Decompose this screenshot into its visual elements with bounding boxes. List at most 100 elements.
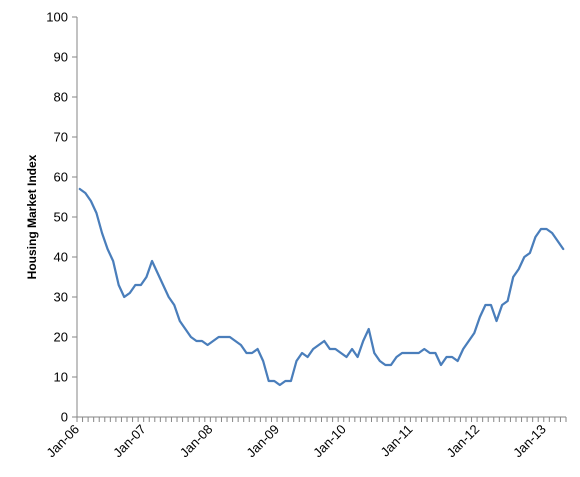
data-point — [229, 336, 231, 338]
data-point — [340, 352, 342, 354]
data-point — [195, 340, 197, 342]
data-point — [523, 256, 525, 258]
data-point — [90, 200, 92, 202]
data-point — [168, 296, 170, 298]
data-point — [457, 360, 459, 362]
y-tick-label: 40 — [54, 250, 68, 265]
plot-area — [78, 187, 565, 387]
data-point — [301, 352, 303, 354]
data-point — [123, 296, 125, 298]
data-point — [562, 248, 564, 250]
x-tick-label: Jan-11 — [377, 422, 415, 460]
data-point — [151, 260, 153, 262]
data-point — [357, 356, 359, 358]
data-point — [551, 232, 553, 234]
data-point — [496, 320, 498, 322]
data-point — [429, 352, 431, 354]
data-point — [479, 316, 481, 318]
data-point — [251, 352, 253, 354]
data-point — [318, 344, 320, 346]
data-point — [390, 364, 392, 366]
data-point — [190, 336, 192, 338]
x-axis: Jan-06 Jan-07 Jan-08 Jan-09 Jan-10 Jan-11 Jan-… — [43, 416, 567, 461]
data-point — [162, 284, 164, 286]
y-axis-title: Housing Market Index — [25, 154, 39, 279]
y-tick-label: 10 — [54, 370, 68, 385]
data-point — [95, 212, 97, 214]
data-point — [140, 284, 142, 286]
x-tick-label: Jan-09 — [243, 422, 282, 461]
data-point — [462, 348, 464, 350]
data-point — [434, 352, 436, 354]
data-point — [290, 380, 292, 382]
data-point — [440, 364, 442, 366]
data-point — [512, 276, 514, 278]
x-tick-label: Jan-10 — [310, 422, 349, 461]
data-point — [184, 328, 186, 330]
data-point — [284, 380, 286, 382]
data-point — [257, 348, 259, 350]
data-point — [134, 284, 136, 286]
data-point — [129, 292, 131, 294]
series-line — [78, 187, 565, 387]
data-point — [473, 332, 475, 334]
data-point — [490, 304, 492, 306]
data-point — [79, 188, 81, 190]
data-point — [446, 356, 448, 358]
data-point — [245, 352, 247, 354]
data-point — [157, 272, 159, 274]
y-tick-label: 60 — [54, 170, 68, 185]
y-tick-label: 30 — [54, 290, 68, 305]
x-tick-label: Jan-08 — [177, 422, 216, 461]
data-point — [240, 344, 242, 346]
y-tick-label: 80 — [54, 90, 68, 105]
data-point — [262, 360, 264, 362]
x-tick-label: Jan-07 — [110, 422, 149, 461]
data-point — [368, 328, 370, 330]
y-tick-label: 50 — [54, 210, 68, 225]
data-point — [423, 348, 425, 350]
data-point — [329, 348, 331, 350]
y-tick-label: 20 — [54, 330, 68, 345]
data-point — [401, 352, 403, 354]
data-point — [101, 232, 103, 234]
data-point — [295, 360, 297, 362]
data-point — [407, 352, 409, 354]
data-point — [379, 360, 381, 362]
data-point — [201, 340, 203, 342]
y-tick-label: 100 — [46, 10, 68, 25]
data-point — [118, 284, 120, 286]
data-point — [501, 304, 503, 306]
y-tick-label: 90 — [54, 50, 68, 65]
data-point — [546, 228, 548, 230]
data-point — [218, 336, 220, 338]
data-point — [273, 380, 275, 382]
data-point — [362, 340, 364, 342]
data-point — [112, 260, 114, 262]
data-point — [145, 276, 147, 278]
data-point — [373, 352, 375, 354]
data-point — [351, 348, 353, 350]
data-point — [234, 340, 236, 342]
y-tick-label: 70 — [54, 130, 68, 145]
data-point — [468, 340, 470, 342]
data-point — [529, 252, 531, 254]
data-point — [307, 356, 309, 358]
data-point — [534, 236, 536, 238]
data-point — [223, 336, 225, 338]
x-tick-label: Jan-13 — [510, 422, 549, 461]
x-tick-label: Jan-06 — [43, 422, 82, 461]
data-point — [557, 240, 559, 242]
data-point — [312, 348, 314, 350]
data-point — [279, 384, 281, 386]
data-point — [268, 380, 270, 382]
y-tick-label: 0 — [61, 410, 68, 425]
data-point — [418, 352, 420, 354]
data-point — [207, 344, 209, 346]
data-point — [84, 192, 86, 194]
data-point — [484, 304, 486, 306]
y-axis: 0 10 20 30 40 50 60 70 80 90 100 — [46, 10, 78, 425]
data-point — [179, 320, 181, 322]
data-point — [396, 356, 398, 358]
